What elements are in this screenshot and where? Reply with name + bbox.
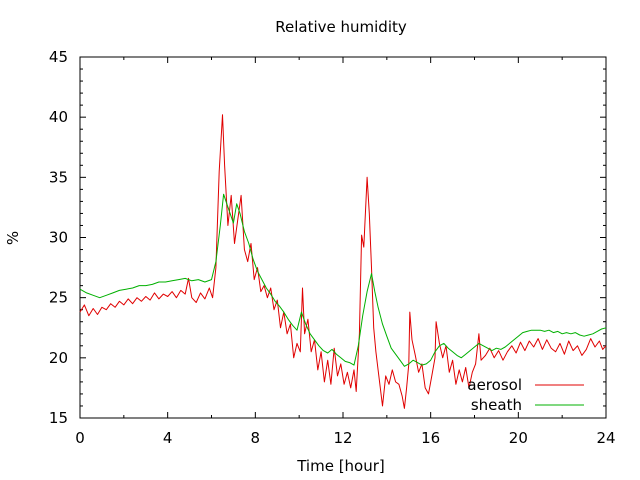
- x-tick-label: 24: [596, 429, 615, 447]
- plot-area: 0 4 8 12 16 20 24 15 20 25 30 35 40 45: [49, 48, 616, 447]
- x-tick-label: 12: [333, 429, 352, 447]
- y-axis-label: %: [4, 231, 22, 245]
- chart-title: Relative humidity: [275, 18, 407, 36]
- x-tick-label: 8: [251, 429, 261, 447]
- x-tick-label: 4: [163, 429, 173, 447]
- x-tick-label: 20: [509, 429, 528, 447]
- x-tick-label: 16: [421, 429, 440, 447]
- series-line-aerosol: [79, 114, 607, 409]
- legend-label-sheath: sheath: [471, 396, 522, 414]
- y-tick-label: 40: [49, 108, 68, 126]
- legend: aerosol sheath: [467, 376, 584, 414]
- y-tick-label: 15: [49, 409, 68, 427]
- y-tick-label: 30: [49, 229, 68, 247]
- x-axis-label: Time [hour]: [296, 457, 385, 475]
- y-tick-label: 45: [49, 48, 68, 66]
- series-line-sheath: [79, 193, 607, 367]
- x-tick-label: 0: [75, 429, 85, 447]
- legend-label-aerosol: aerosol: [467, 376, 522, 394]
- y-tick-label: 20: [49, 349, 68, 367]
- y-tick-label: 35: [49, 168, 68, 186]
- y-tick-label: 25: [49, 289, 68, 307]
